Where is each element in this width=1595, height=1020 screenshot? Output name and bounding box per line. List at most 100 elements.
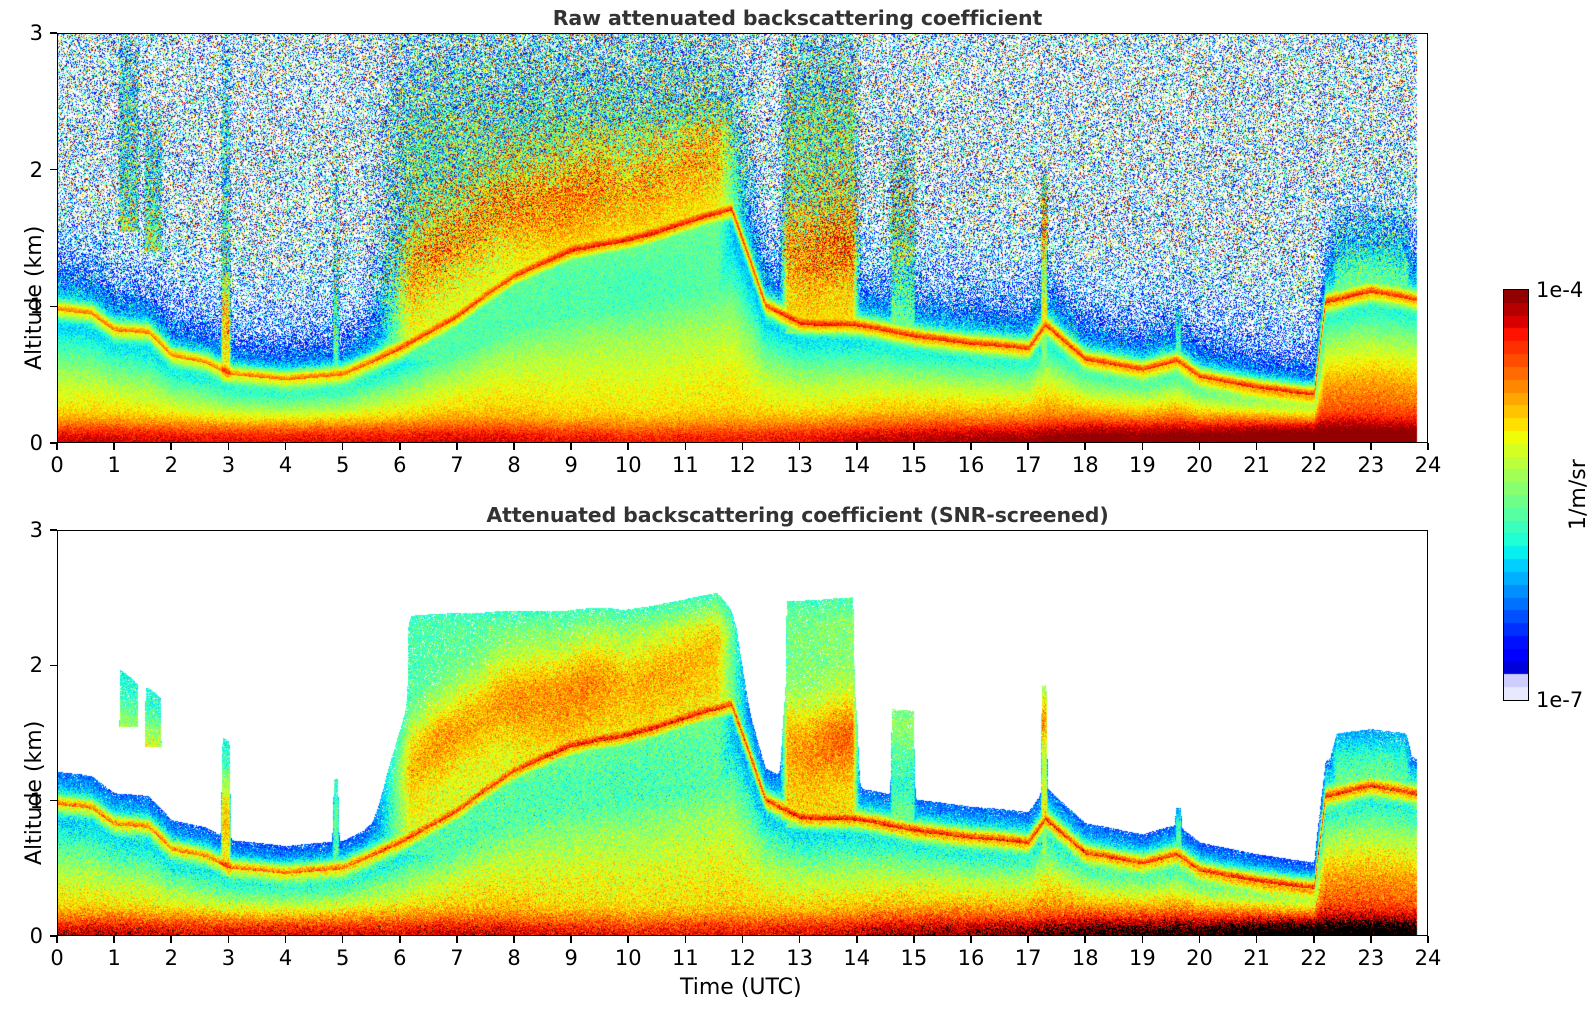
x-tick-label: 14 <box>843 946 871 970</box>
x-tick-label: 16 <box>957 453 985 477</box>
y-tick-label: 0 <box>29 431 43 455</box>
y-tick-label: 1 <box>29 788 43 813</box>
x-tick <box>1198 936 1201 943</box>
x-tick <box>456 443 458 450</box>
x-tick-label: 6 <box>393 453 407 477</box>
y-tick <box>50 442 57 444</box>
x-tick-label: 9 <box>564 946 578 970</box>
x-tick-label: 18 <box>1071 453 1099 477</box>
x-tick <box>1427 936 1429 943</box>
x-tick-label: 4 <box>278 453 293 477</box>
x-tick-label: 1 <box>107 946 121 970</box>
x-tick <box>913 443 915 450</box>
x-tick <box>684 936 687 943</box>
panel-raw-backscatter <box>57 33 1428 443</box>
y-tick-label: 2 <box>29 653 43 678</box>
x-tick-label: 3 <box>221 946 236 970</box>
x-tick <box>1255 443 1258 450</box>
x-tick <box>170 936 173 943</box>
x-tick-label: 5 <box>335 453 350 477</box>
heatmap-canvas-screened <box>57 530 1428 936</box>
x-tick-label: 16 <box>957 946 985 970</box>
x-tick <box>398 936 401 943</box>
x-tick <box>1084 936 1087 943</box>
x-tick-label: 7 <box>450 453 464 477</box>
x-tick-label: 11 <box>672 946 699 970</box>
x-tick <box>398 443 401 450</box>
x-tick-label: 20 <box>1186 946 1213 970</box>
x-tick <box>1427 443 1429 450</box>
y-tick-label: 0 <box>29 924 43 948</box>
x-tick <box>456 936 458 943</box>
x-tick <box>855 443 858 450</box>
x-tick <box>56 936 58 943</box>
xlabel-time: Time (UTC) <box>680 975 802 1000</box>
x-tick <box>227 443 230 450</box>
panel-title-screened: Attenuated backscattering coefficient (S… <box>486 503 1109 527</box>
x-tick <box>1312 443 1315 450</box>
x-tick-label: 13 <box>786 946 813 970</box>
x-tick <box>1084 443 1087 450</box>
x-tick <box>1312 936 1315 943</box>
x-tick-label: 14 <box>843 453 871 477</box>
x-tick-label: 12 <box>729 453 756 477</box>
ylabel-screened: Altitude (km) <box>22 720 47 865</box>
x-tick-label: 21 <box>1243 453 1270 477</box>
x-tick-label: 6 <box>393 946 407 970</box>
x-tick-label: 24 <box>1414 946 1442 970</box>
y-tick <box>50 799 57 802</box>
y-tick-label: 2 <box>29 157 43 182</box>
x-tick <box>284 936 287 943</box>
x-tick-label: 10 <box>614 946 642 970</box>
x-tick-label: 17 <box>1014 946 1042 970</box>
colorbar-title: 1/m/sr <box>1566 459 1591 530</box>
colorbar <box>1503 289 1529 701</box>
x-tick <box>113 443 115 450</box>
x-tick-label: 8 <box>507 946 521 970</box>
x-tick <box>56 443 58 450</box>
x-tick <box>970 443 972 450</box>
y-tick-label: 3 <box>29 21 43 45</box>
x-tick <box>970 936 972 943</box>
x-tick-label: 9 <box>564 453 578 477</box>
x-tick <box>1198 443 1201 450</box>
x-tick-label: 23 <box>1357 453 1385 477</box>
x-tick-label: 8 <box>507 453 521 477</box>
y-tick <box>50 935 57 937</box>
x-tick <box>513 443 515 450</box>
y-tick-label: 1 <box>29 294 43 319</box>
x-tick <box>1141 936 1144 943</box>
x-tick-label: 0 <box>50 946 64 970</box>
x-tick <box>1370 936 1372 943</box>
x-tick-label: 21 <box>1243 946 1270 970</box>
x-tick-label: 15 <box>900 946 928 970</box>
y-tick <box>50 305 57 308</box>
x-tick-label: 22 <box>1300 946 1328 970</box>
x-tick <box>227 936 230 943</box>
x-tick <box>684 443 687 450</box>
x-tick <box>1141 443 1144 450</box>
x-tick-label: 3 <box>221 453 236 477</box>
x-tick <box>913 936 915 943</box>
x-tick <box>1027 443 1029 450</box>
colorbar-max-label: 1e-4 <box>1536 278 1584 302</box>
y-tick <box>50 32 57 34</box>
x-tick-label: 24 <box>1414 453 1442 477</box>
colorbar-min-label: 1e-7 <box>1536 688 1584 712</box>
x-tick-label: 4 <box>278 946 293 970</box>
x-tick-label: 15 <box>900 453 928 477</box>
x-tick-label: 10 <box>614 453 642 477</box>
x-tick <box>341 936 344 943</box>
x-tick <box>855 936 858 943</box>
ylabel-raw: Altitude (km) <box>22 225 47 370</box>
x-tick <box>570 936 572 943</box>
x-tick-label: 7 <box>450 946 464 970</box>
x-tick-label: 1 <box>107 453 121 477</box>
x-tick <box>341 443 344 450</box>
x-tick-label: 13 <box>786 453 813 477</box>
x-tick <box>513 936 515 943</box>
x-tick-label: 19 <box>1129 453 1156 477</box>
x-tick <box>170 443 173 450</box>
panel-title-raw: Raw attenuated backscattering coefficien… <box>552 6 1043 30</box>
